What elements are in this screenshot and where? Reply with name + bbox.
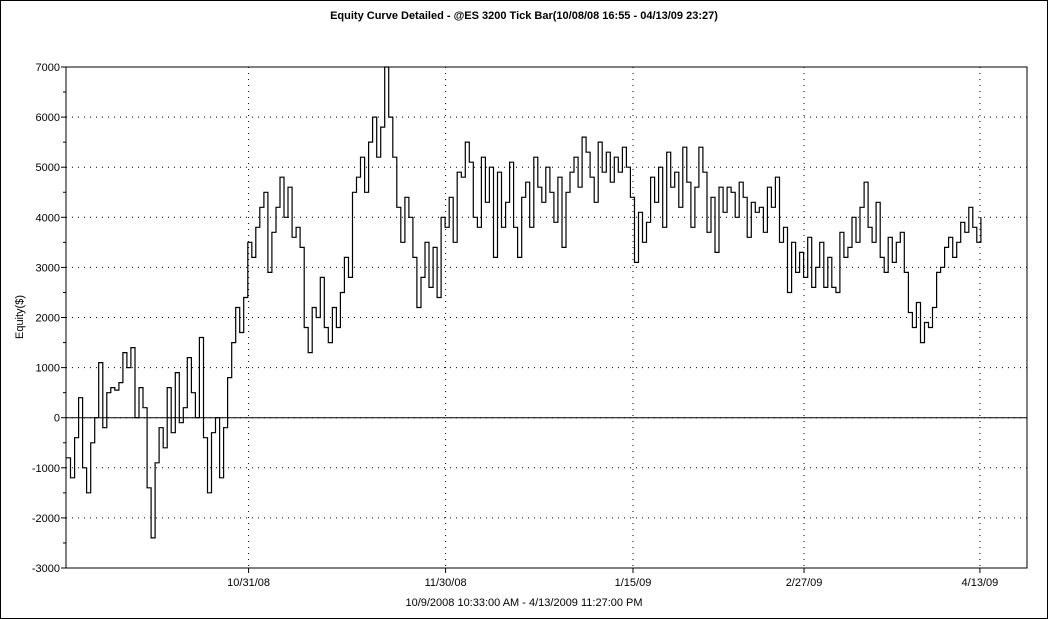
x-tick-label: 11/30/08 (425, 577, 467, 589)
y-tick-label: 2000 (36, 313, 60, 325)
equity-line (66, 66, 982, 539)
x-tick-label: 1/15/09 (615, 577, 652, 589)
y-tick-label: -2000 (32, 513, 60, 525)
y-tick-label: -1000 (32, 463, 60, 475)
x-tick-label: 2/27/09 (786, 577, 823, 589)
chart-title: Equity Curve Detailed - @ES 3200 Tick Ba… (330, 10, 718, 22)
x-axis-label: 10/9/2008 10:33:00 AM - 4/13/2009 11:27:… (405, 597, 643, 609)
y-tick-label: 4000 (36, 212, 60, 224)
y-tick-label: 3000 (36, 262, 60, 274)
y-tick-label: 1000 (36, 363, 60, 375)
y-tick-label: -3000 (32, 563, 60, 575)
y-tick-label: 7000 (36, 62, 60, 74)
x-tick-label: 10/31/08 (227, 577, 270, 589)
y-axis-ticks: -3000 -2000 -1000 0 1000 2000 3000 4000 5000 6000… (32, 62, 66, 575)
y-tick-label: 6000 (36, 112, 60, 124)
y-tick-label: 0 (54, 413, 60, 425)
x-axis-ticks: 10/31/08 11/30/08 1/15/09 2/27/09 4/13/09 (227, 568, 998, 589)
x-tick-label: 4/13/09 (962, 577, 999, 589)
y-tick-label: 5000 (36, 162, 60, 174)
